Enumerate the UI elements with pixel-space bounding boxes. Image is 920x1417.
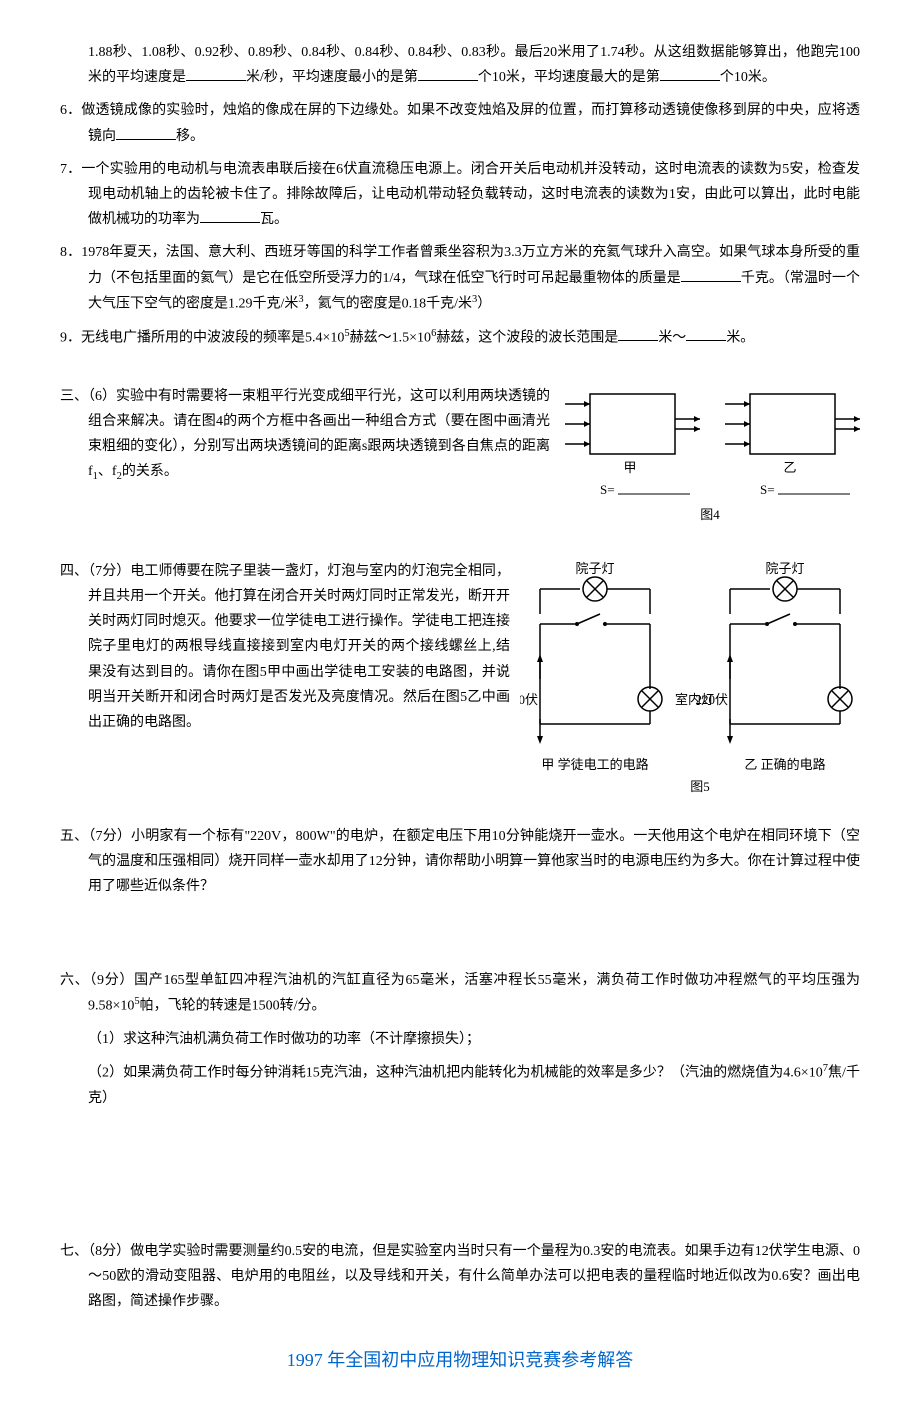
q9-text4: 米～ <box>658 330 686 345</box>
s5-num: 五、 <box>60 829 88 844</box>
s7-num: 七、 <box>60 1244 88 1259</box>
voltage-l: 220伏 <box>520 692 538 707</box>
fig4-label-left: 甲 <box>623 460 636 475</box>
q8-num: 8． <box>60 245 81 260</box>
q9-num: 9． <box>60 330 81 345</box>
blank <box>686 326 726 341</box>
blank <box>200 208 260 223</box>
q5-continuation: 1.88秒、1.08秒、0.92秒、0.89秒、0.84秒、0.84秒、0.84… <box>60 40 860 90</box>
section3: 三、（6）实验中有时需要将一束粗平行光变成细平行光，这可以利用两块透镜的组合来解… <box>60 384 550 487</box>
q5-unit3: 个10米。 <box>720 70 776 85</box>
s6-text2: 帕，飞轮的转速是1500转/分。 <box>140 998 326 1013</box>
section7: 七、（8分）做电学实验时需要测量约0.5安的电流，但是实验室内当时只有一个量程为… <box>60 1239 860 1315</box>
q6-num: 6． <box>60 103 81 118</box>
fig5-left: 院子灯 <box>520 561 714 772</box>
fig5-cap-left: 甲 学徒电工的电路 <box>541 757 648 772</box>
blank <box>660 66 720 81</box>
q8: 8．1978年夏天，法国、意大利、西班牙等国的科学工作者曾乘坐容积为3.3万立方… <box>60 240 860 316</box>
fig4-svg: 甲 S= 乙 S= 图4 <box>560 384 860 534</box>
q6-text2: 移。 <box>176 129 204 144</box>
q9-text1: 无线电广播所用的中波波段的频率是5.4×10 <box>81 330 344 345</box>
fig4-right: 乙 S= <box>725 394 860 497</box>
blank <box>418 66 478 81</box>
fig5: 院子灯 <box>520 559 860 799</box>
spacer6 <box>60 1119 860 1239</box>
q9-text5: 米。 <box>726 330 754 345</box>
yard-lamp-r: 院子灯 <box>765 561 804 576</box>
fig5-svg: 院子灯 <box>520 559 860 799</box>
q9: 9．无线电广播所用的中波波段的频率是5.4×105赫兹～1.5×106赫兹，这个… <box>60 325 860 351</box>
blank <box>618 326 658 341</box>
q6: 6．做透镜成像的实验时，烛焰的像成在屏的下边缘处。如果不改变烛焰及屏的位置，而打… <box>60 98 860 148</box>
section5: 五、（7分）小明家有一个标有"220V，800W"的电炉，在额定电压下用10分钟… <box>60 824 860 900</box>
q7-text1: 一个实验用的电动机与电流表串联后接在6伏直流稳压电源上。闭合开关后电动机并没转动… <box>81 162 860 227</box>
s7-text: （8分）做电学实验时需要测量约0.5安的电流，但是实验室内当时只有一个量程为0.… <box>88 1244 860 1309</box>
fig5-cap-right: 乙 正确的电路 <box>744 757 825 772</box>
s5-text: （7分）小明家有一个标有"220V，800W"的电炉，在额定电压下用10分钟能烧… <box>88 829 860 894</box>
fig4-left: 甲 S= <box>565 394 700 497</box>
fig5-caption: 图5 <box>690 779 710 794</box>
fig4: 甲 S= 乙 S= 图4 <box>560 384 860 534</box>
s3-text3: 的关系。 <box>122 464 178 479</box>
section6-sub2: （2）如果满负荷工作时每分钟消耗15克汽油，这种汽油机把内能转化为机械能的效率是… <box>60 1060 860 1111</box>
s6-sub2a: （2）如果满负荷工作时每分钟消耗15克汽油，这种汽油机把内能转化为机械能的效率是… <box>88 1065 823 1080</box>
section3-wrap: 三、（6）实验中有时需要将一束粗平行光变成细平行光，这可以利用两块透镜的组合来解… <box>60 384 860 534</box>
q5-unit2: 个10米，平均速度最大的是第 <box>478 70 660 85</box>
s4-num: 四、 <box>60 564 88 579</box>
section4: 四、（7分）电工师傅要在院子里装一盏灯，灯泡与室内的灯泡完全相同，并且共用一个开… <box>60 559 510 735</box>
q9-text2: 赫兹～1.5×10 <box>350 330 431 345</box>
q7: 7．一个实验用的电动机与电流表串联后接在6伏直流稳压电源上。闭合开关后电动机并没… <box>60 157 860 233</box>
voltage-r: 220伏 <box>695 692 728 707</box>
s6-num: 六、 <box>60 973 89 988</box>
q8-text4: ） <box>477 296 491 311</box>
q5-unit1: 米/秒，平均速度最小的是第 <box>246 70 418 85</box>
fig4-label-right: 乙 <box>783 460 796 475</box>
section4-wrap: 四、（7分）电工师傅要在院子里装一盏灯，灯泡与室内的灯泡完全相同，并且共用一个开… <box>60 559 860 799</box>
q8-text3: ，氦气的密度是0.18千克/米 <box>304 296 472 311</box>
footer-title: 1997 年全国初中应用物理知识竞赛参考解答 <box>60 1344 860 1376</box>
q7-text2: 瓦。 <box>260 212 288 227</box>
blank <box>681 267 741 282</box>
q7-num: 7． <box>60 162 81 177</box>
fig4-s-left: S= <box>600 482 615 497</box>
s3-text2: 、f <box>98 464 117 479</box>
section6: 六、（9分）国产165型单缸四冲程汽油机的汽缸直径为65毫米，活塞冲程长55毫米… <box>60 968 860 1019</box>
s4-text: （7分）电工师傅要在院子里装一盏灯，灯泡与室内的灯泡完全相同，并且共用一个开关。… <box>88 564 510 730</box>
s6-sub1: （1）求这种汽油机满负荷工作时做功的功率（不计摩擦损失）； <box>88 1032 480 1047</box>
spacer5 <box>60 908 860 968</box>
section6-sub1: （1）求这种汽油机满负荷工作时做功的功率（不计摩擦损失）； <box>60 1027 860 1052</box>
fig4-caption: 图4 <box>700 507 720 522</box>
blank <box>116 125 176 140</box>
fig4-s-right: S= <box>760 482 775 497</box>
yard-lamp-l: 院子灯 <box>575 561 614 576</box>
q9-text3: 赫兹，这个波段的波长范围是 <box>436 330 618 345</box>
fig5-right: 院子灯 室内灯 220伏 <box>695 561 860 772</box>
s3-num: 三、 <box>60 389 88 404</box>
blank <box>186 66 246 81</box>
